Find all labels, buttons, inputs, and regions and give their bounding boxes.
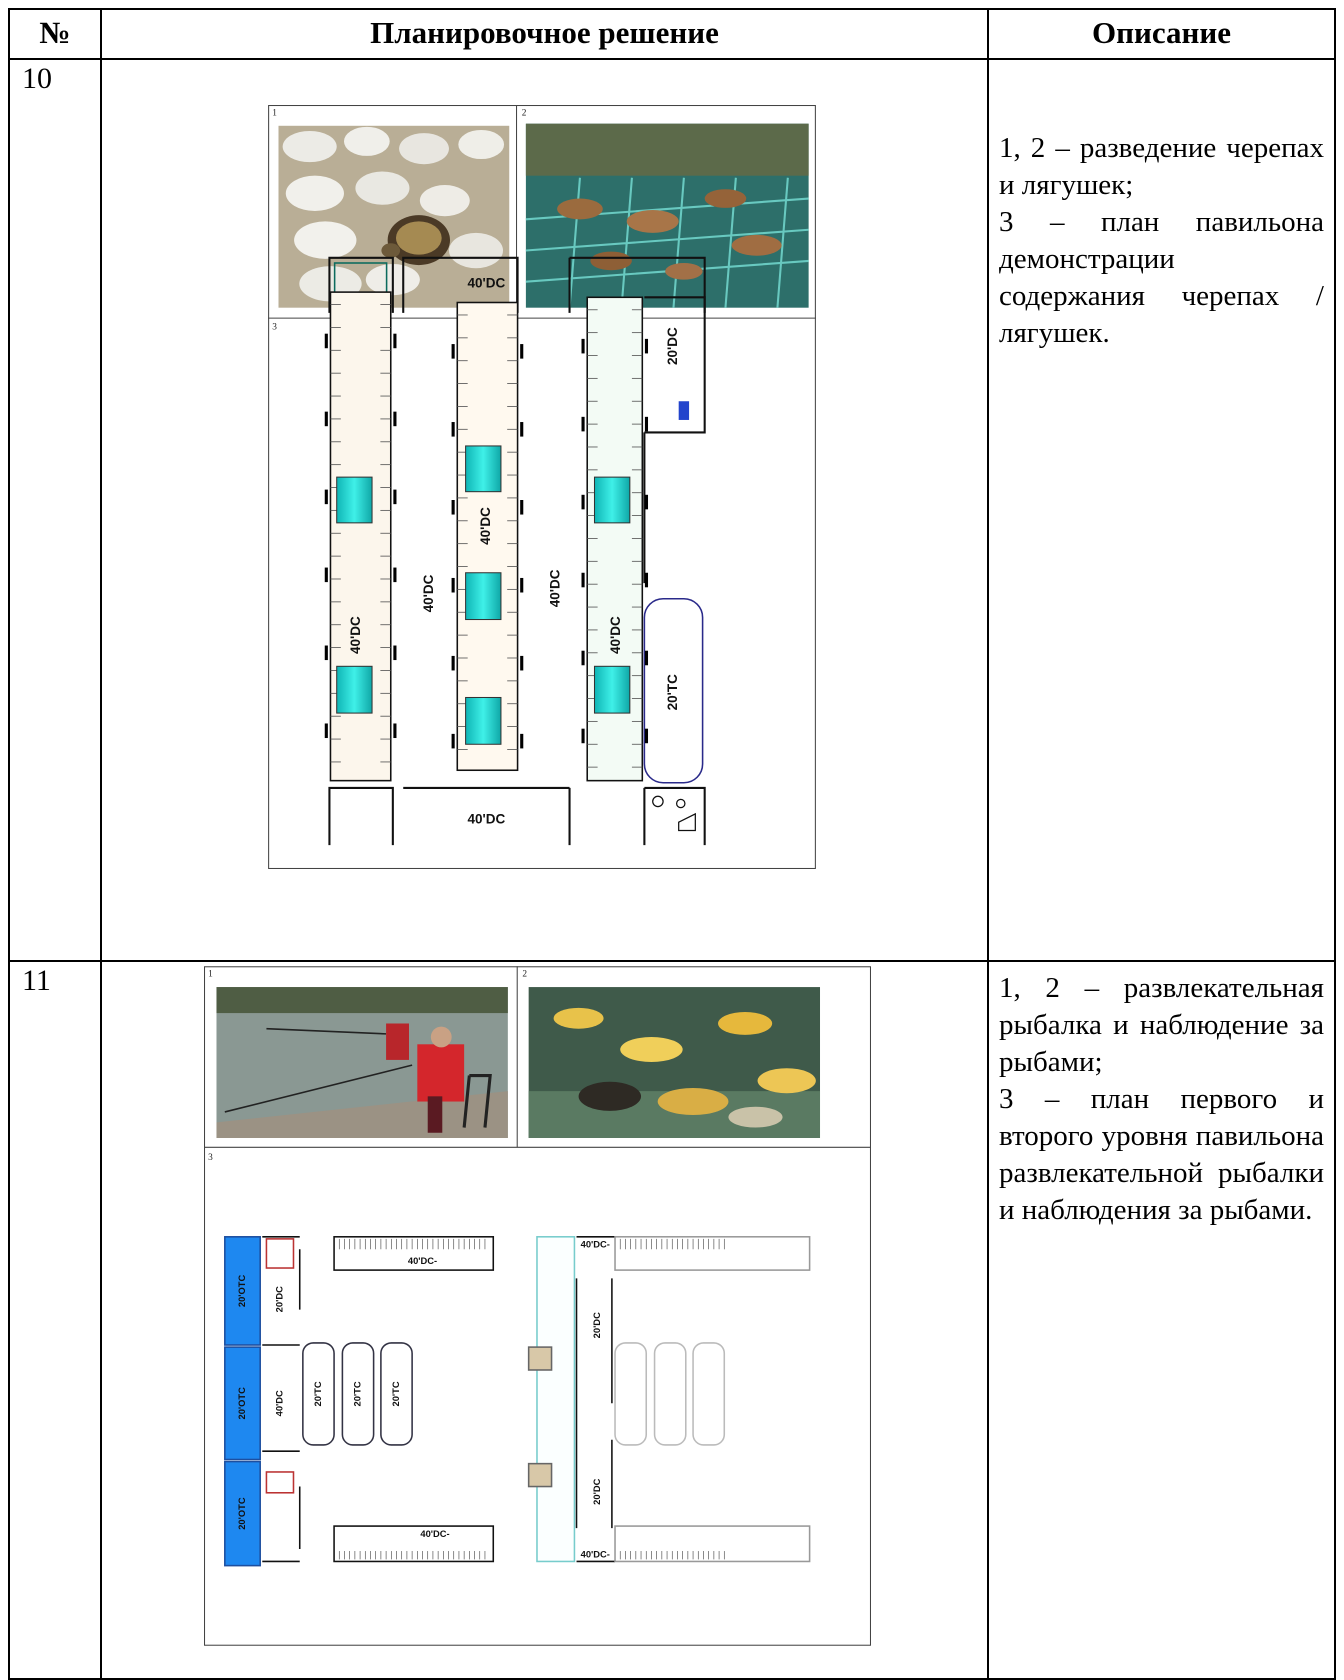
header-cell: Планировочное решение (100, 8, 989, 60)
header-cell: № (8, 8, 102, 60)
plan-label: 20'DC (665, 327, 680, 365)
plan-label: 40'DC (274, 1390, 284, 1416)
plan-label: 20'OTC (237, 1274, 247, 1307)
row-number: 10 (22, 62, 52, 95)
panel-label: 1 (208, 970, 213, 980)
tanks (336, 445, 631, 745)
photo-turtles (278, 125, 510, 308)
panel-label: 3 (208, 1153, 213, 1163)
plan-label: 20'TC (352, 1381, 362, 1406)
plan-label: 20'TC (313, 1381, 323, 1406)
row-number: 11 (22, 964, 51, 997)
plan-label: 20'OTC (237, 1497, 247, 1530)
plan-details (338, 1238, 725, 1560)
plan-details (324, 304, 649, 768)
photo-fishing (216, 987, 508, 1138)
plan-label: 40'DC (421, 574, 436, 612)
description-cell: 1, 2 – разведение черепах и лягушек; 3 –… (987, 58, 1336, 962)
panel-label: 3 (272, 323, 277, 333)
row-number-cell: 10 (8, 58, 102, 962)
description-cell: 1, 2 – развлекательная рыбалка и наблюде… (987, 960, 1336, 1680)
plan-label: 40'DC- (581, 1240, 610, 1250)
header-cell: Описание (987, 8, 1336, 60)
plan-label: 20'TC (391, 1381, 401, 1406)
plan-label: 20'DC (592, 1312, 602, 1338)
photo-fish (528, 987, 821, 1138)
panel-label: 1 (272, 108, 277, 118)
plan-label: 40'DC- (581, 1550, 610, 1560)
photo-frogs (525, 123, 809, 308)
plan-label: 40'DC (468, 812, 506, 827)
plan-label: 40'DC- (408, 1256, 437, 1266)
description-text: 3 – план павильона демонстрации содержан… (999, 206, 1324, 349)
floor-plan (224, 1236, 811, 1567)
header-number: № (39, 15, 71, 50)
description-text: 3 – план первого и второго уровня павиль… (999, 1083, 1324, 1226)
figure: 1 2 3 (204, 966, 871, 1646)
header-description: Описание (1092, 15, 1231, 50)
row-number-cell: 11 (8, 960, 102, 1680)
plan-label: 40'DC- (420, 1529, 449, 1539)
header-plan: Планировочное решение (370, 15, 719, 50)
description-text: 1, 2 – разведение черепах и лягушек; (999, 132, 1324, 201)
plan-label: 20'OTC (237, 1387, 247, 1420)
panel-label: 2 (522, 108, 527, 118)
plan-label: 40'DC (468, 275, 506, 290)
plan-label: 20'TC (665, 674, 680, 710)
plan-label: 20'DC (592, 1478, 602, 1504)
plan-label: 20'DC (274, 1286, 284, 1312)
plan-label: 40'DC (478, 507, 493, 545)
plan-label: 40'DC (608, 616, 623, 654)
panel-label: 2 (522, 970, 527, 980)
description-text: 1, 2 – развлекательная рыбалка и наблюде… (999, 972, 1324, 1078)
plan-label: 40'DC (548, 569, 563, 607)
plan-label: 40'DC (348, 616, 363, 654)
figure: 1 2 3 (268, 105, 816, 869)
